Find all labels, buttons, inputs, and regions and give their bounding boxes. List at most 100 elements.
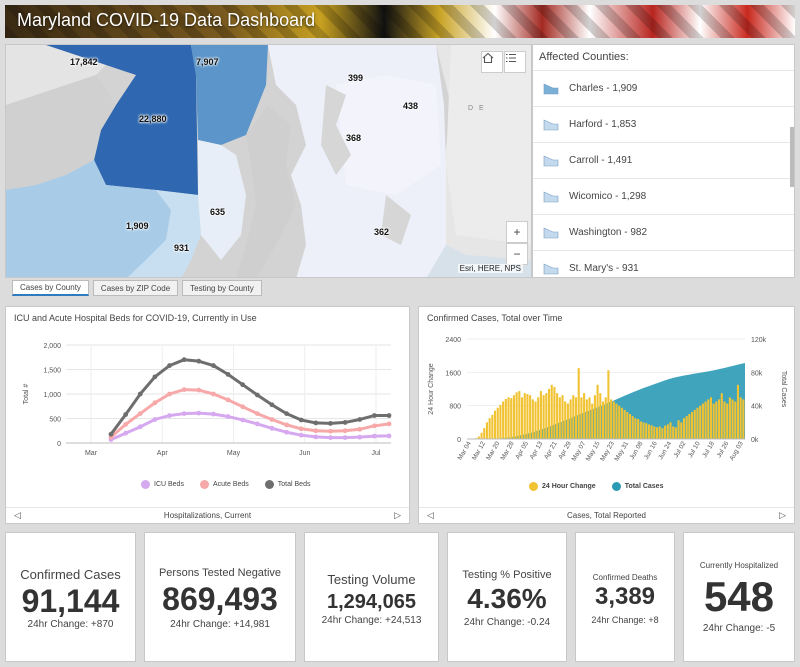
- change-bar: [537, 397, 540, 439]
- y-axis-label: 24 Hour Change: [428, 363, 435, 414]
- confirmed-deaths-change: 24hr Change: +8: [591, 615, 659, 625]
- cases-prev-button[interactable]: ◁: [427, 510, 434, 520]
- change-bar: [566, 403, 569, 439]
- change-bar: [664, 425, 667, 439]
- legend-total[interactable]: Total Beds: [264, 480, 310, 489]
- data-point: [181, 357, 187, 363]
- change-bar: [677, 420, 680, 439]
- y-tick-label: 1,000: [43, 392, 61, 399]
- county-item-label: Carroll - 1,491: [569, 155, 633, 166]
- change-bar: [604, 397, 607, 439]
- change-bar: [499, 404, 502, 439]
- hospital-prev-button[interactable]: ◁: [14, 510, 21, 520]
- legend-list-button[interactable]: [504, 51, 526, 73]
- page-title: Maryland COVID-19 Data Dashboard: [17, 10, 316, 30]
- x-tick-label: Mar: [85, 450, 98, 457]
- testing-positive-value: 4.36%: [467, 583, 547, 614]
- change-bar: [612, 401, 615, 439]
- change-bar: [715, 401, 718, 439]
- county-item[interactable]: Charles - 1,909: [533, 71, 794, 107]
- change-bar: [483, 428, 486, 439]
- cases-legend: 24 Hour Change Total Cases: [529, 482, 663, 491]
- county-item[interactable]: Harford - 1,853: [533, 107, 794, 143]
- change-bar: [577, 368, 580, 439]
- county-item[interactable]: Washington - 982: [533, 215, 794, 251]
- county-item[interactable]: Carroll - 1,491: [533, 143, 794, 179]
- map-label-9: 931: [174, 243, 190, 253]
- county-swatch-icon: [543, 155, 559, 166]
- change-bar: [618, 405, 621, 439]
- tab-testing-by-county[interactable]: Testing by County: [182, 280, 262, 296]
- change-bar: [661, 428, 664, 439]
- data-point: [357, 417, 363, 422]
- county-item[interactable]: Wicomico - 1,298: [533, 179, 794, 215]
- change-bar: [580, 397, 583, 439]
- change-bar: [736, 384, 740, 439]
- change-bar: [564, 401, 567, 439]
- x-tick-label: Jul 26: [716, 440, 731, 459]
- data-point: [152, 400, 158, 406]
- data-point: [342, 420, 348, 425]
- x-tick-label: Jul 02: [673, 440, 688, 459]
- data-point: [196, 387, 202, 393]
- data-point: [152, 417, 158, 422]
- change-bar: [666, 424, 669, 439]
- county-map[interactable]: 17,842 7,907 399 22,880 438 368 1,909 63…: [5, 44, 532, 278]
- change-bar: [534, 401, 537, 439]
- change-bar: [696, 407, 699, 439]
- county-list: Charles - 1,909 Harford - 1,853 Carroll - …: [533, 71, 794, 277]
- hospitalized-label: Currently Hospitalized: [699, 561, 779, 570]
- county-item[interactable]: St. Mary's - 931: [533, 251, 794, 277]
- data-point: [240, 404, 246, 410]
- change-bar: [709, 397, 713, 439]
- data-point: [386, 421, 392, 427]
- testing-volume-change: 24hr Change: +24,513: [321, 615, 422, 626]
- zoom-out-button[interactable]: −: [506, 243, 528, 265]
- county-swatch-icon: [543, 263, 559, 274]
- data-point: [225, 397, 231, 403]
- home-button[interactable]: [481, 51, 503, 73]
- zoom-in-button[interactable]: +: [506, 221, 528, 243]
- tested-negative-change: 24hr Change: +14,981: [170, 619, 270, 630]
- data-point: [152, 374, 158, 380]
- hospital-next-button[interactable]: ▷: [394, 510, 401, 520]
- change-bar: [599, 393, 602, 439]
- legend-acute[interactable]: Acute Beds: [199, 480, 249, 489]
- data-point: [269, 425, 275, 431]
- change-bar: [518, 391, 521, 439]
- hospitalized-card: Currently Hospitalized 548 24hr Change: …: [683, 532, 795, 662]
- map-attribution: Esri, HERE, NPS: [457, 264, 523, 273]
- change-bar: [491, 414, 494, 439]
- change-bar: [515, 392, 518, 439]
- data-point: [225, 372, 231, 377]
- tab-cases-by-county[interactable]: Cases by County: [12, 280, 89, 296]
- county-scrollbar[interactable]: [790, 127, 794, 187]
- legend-total-cases-label: Total Cases: [624, 483, 664, 490]
- data-point: [254, 421, 260, 427]
- flag-pattern: [5, 5, 795, 38]
- change-bar: [691, 411, 694, 439]
- change-bar: [658, 426, 661, 439]
- total-cases-dot-icon: [611, 482, 621, 491]
- change-bar: [480, 432, 483, 439]
- legend-total-cases[interactable]: Total Cases: [611, 482, 664, 491]
- y2-tick-label: 0k: [751, 437, 759, 444]
- change-bar: [585, 399, 588, 439]
- home-icon: [482, 52, 494, 64]
- acute-dot-icon: [199, 480, 209, 489]
- change-bar: [493, 410, 497, 439]
- tested-negative-card: Persons Tested Negative 869,493 24hr Cha…: [144, 532, 296, 662]
- map-shapes: [6, 45, 531, 277]
- tab-cases-by-zip[interactable]: Cases by ZIP Code: [92, 280, 179, 296]
- legend-icu[interactable]: ICU Beds: [141, 480, 184, 489]
- cases-next-button[interactable]: ▷: [779, 510, 786, 520]
- total-cases-area: [467, 363, 745, 439]
- data-point: [386, 433, 392, 439]
- change-bar: [504, 399, 507, 439]
- data-point: [328, 428, 333, 434]
- legend-24hr-label: 24 Hour Change: [542, 483, 596, 490]
- data-point: [211, 363, 216, 368]
- legend-24hr[interactable]: 24 Hour Change: [529, 482, 596, 491]
- county-item-label: Wicomico - 1,298: [569, 191, 647, 202]
- data-point: [342, 435, 348, 441]
